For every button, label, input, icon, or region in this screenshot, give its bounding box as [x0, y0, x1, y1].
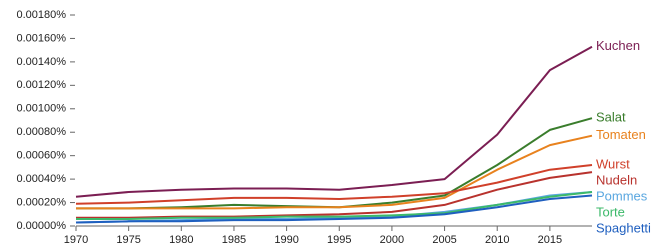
y-tick-label: 0.00000%	[16, 220, 66, 232]
y-tick-label: 0.00060%	[16, 150, 66, 162]
x-tick-label: 1985	[222, 234, 246, 246]
legend-label: Spaghetti	[596, 220, 651, 235]
legend-label: Pommes	[596, 188, 648, 203]
series-line	[76, 171, 593, 219]
x-tick-label: 1970	[64, 234, 88, 246]
series-line	[75, 194, 593, 224]
y-tick-label: 0.00120%	[16, 79, 66, 91]
legend-label: Kuchen	[596, 38, 640, 53]
x-tick-label: 1975	[116, 234, 140, 246]
x-tick-label: 1980	[169, 234, 193, 246]
y-tick-label: 0.00020%	[16, 196, 66, 208]
y-tick-label: 0.00040%	[16, 173, 66, 185]
y-tick-label: 0.00160%	[16, 32, 66, 44]
series-line	[75, 45, 593, 198]
x-tick-label: 1995	[327, 234, 351, 246]
legend-label: Tomaten	[596, 127, 646, 142]
x-tick-label: 1990	[274, 234, 298, 246]
legend-label: Salat	[596, 110, 626, 125]
legend-label: Torte	[596, 204, 625, 219]
series-line	[75, 164, 593, 205]
series-line	[76, 134, 593, 210]
x-tick-label: 2005	[432, 234, 456, 246]
series-line	[76, 117, 593, 210]
y-tick-label: 0.00140%	[16, 56, 66, 68]
legend-label: Nudeln	[596, 172, 637, 187]
x-tick-label: 2010	[485, 234, 509, 246]
y-tick-label: 0.00180%	[16, 9, 66, 21]
x-tick-label: 2015	[538, 234, 562, 246]
legend-label: Wurst	[596, 156, 630, 171]
y-tick-label: 0.00100%	[16, 103, 66, 115]
series-line	[76, 191, 593, 220]
x-tick-label: 2000	[380, 234, 404, 246]
y-tick-label: 0.00080%	[16, 126, 66, 138]
